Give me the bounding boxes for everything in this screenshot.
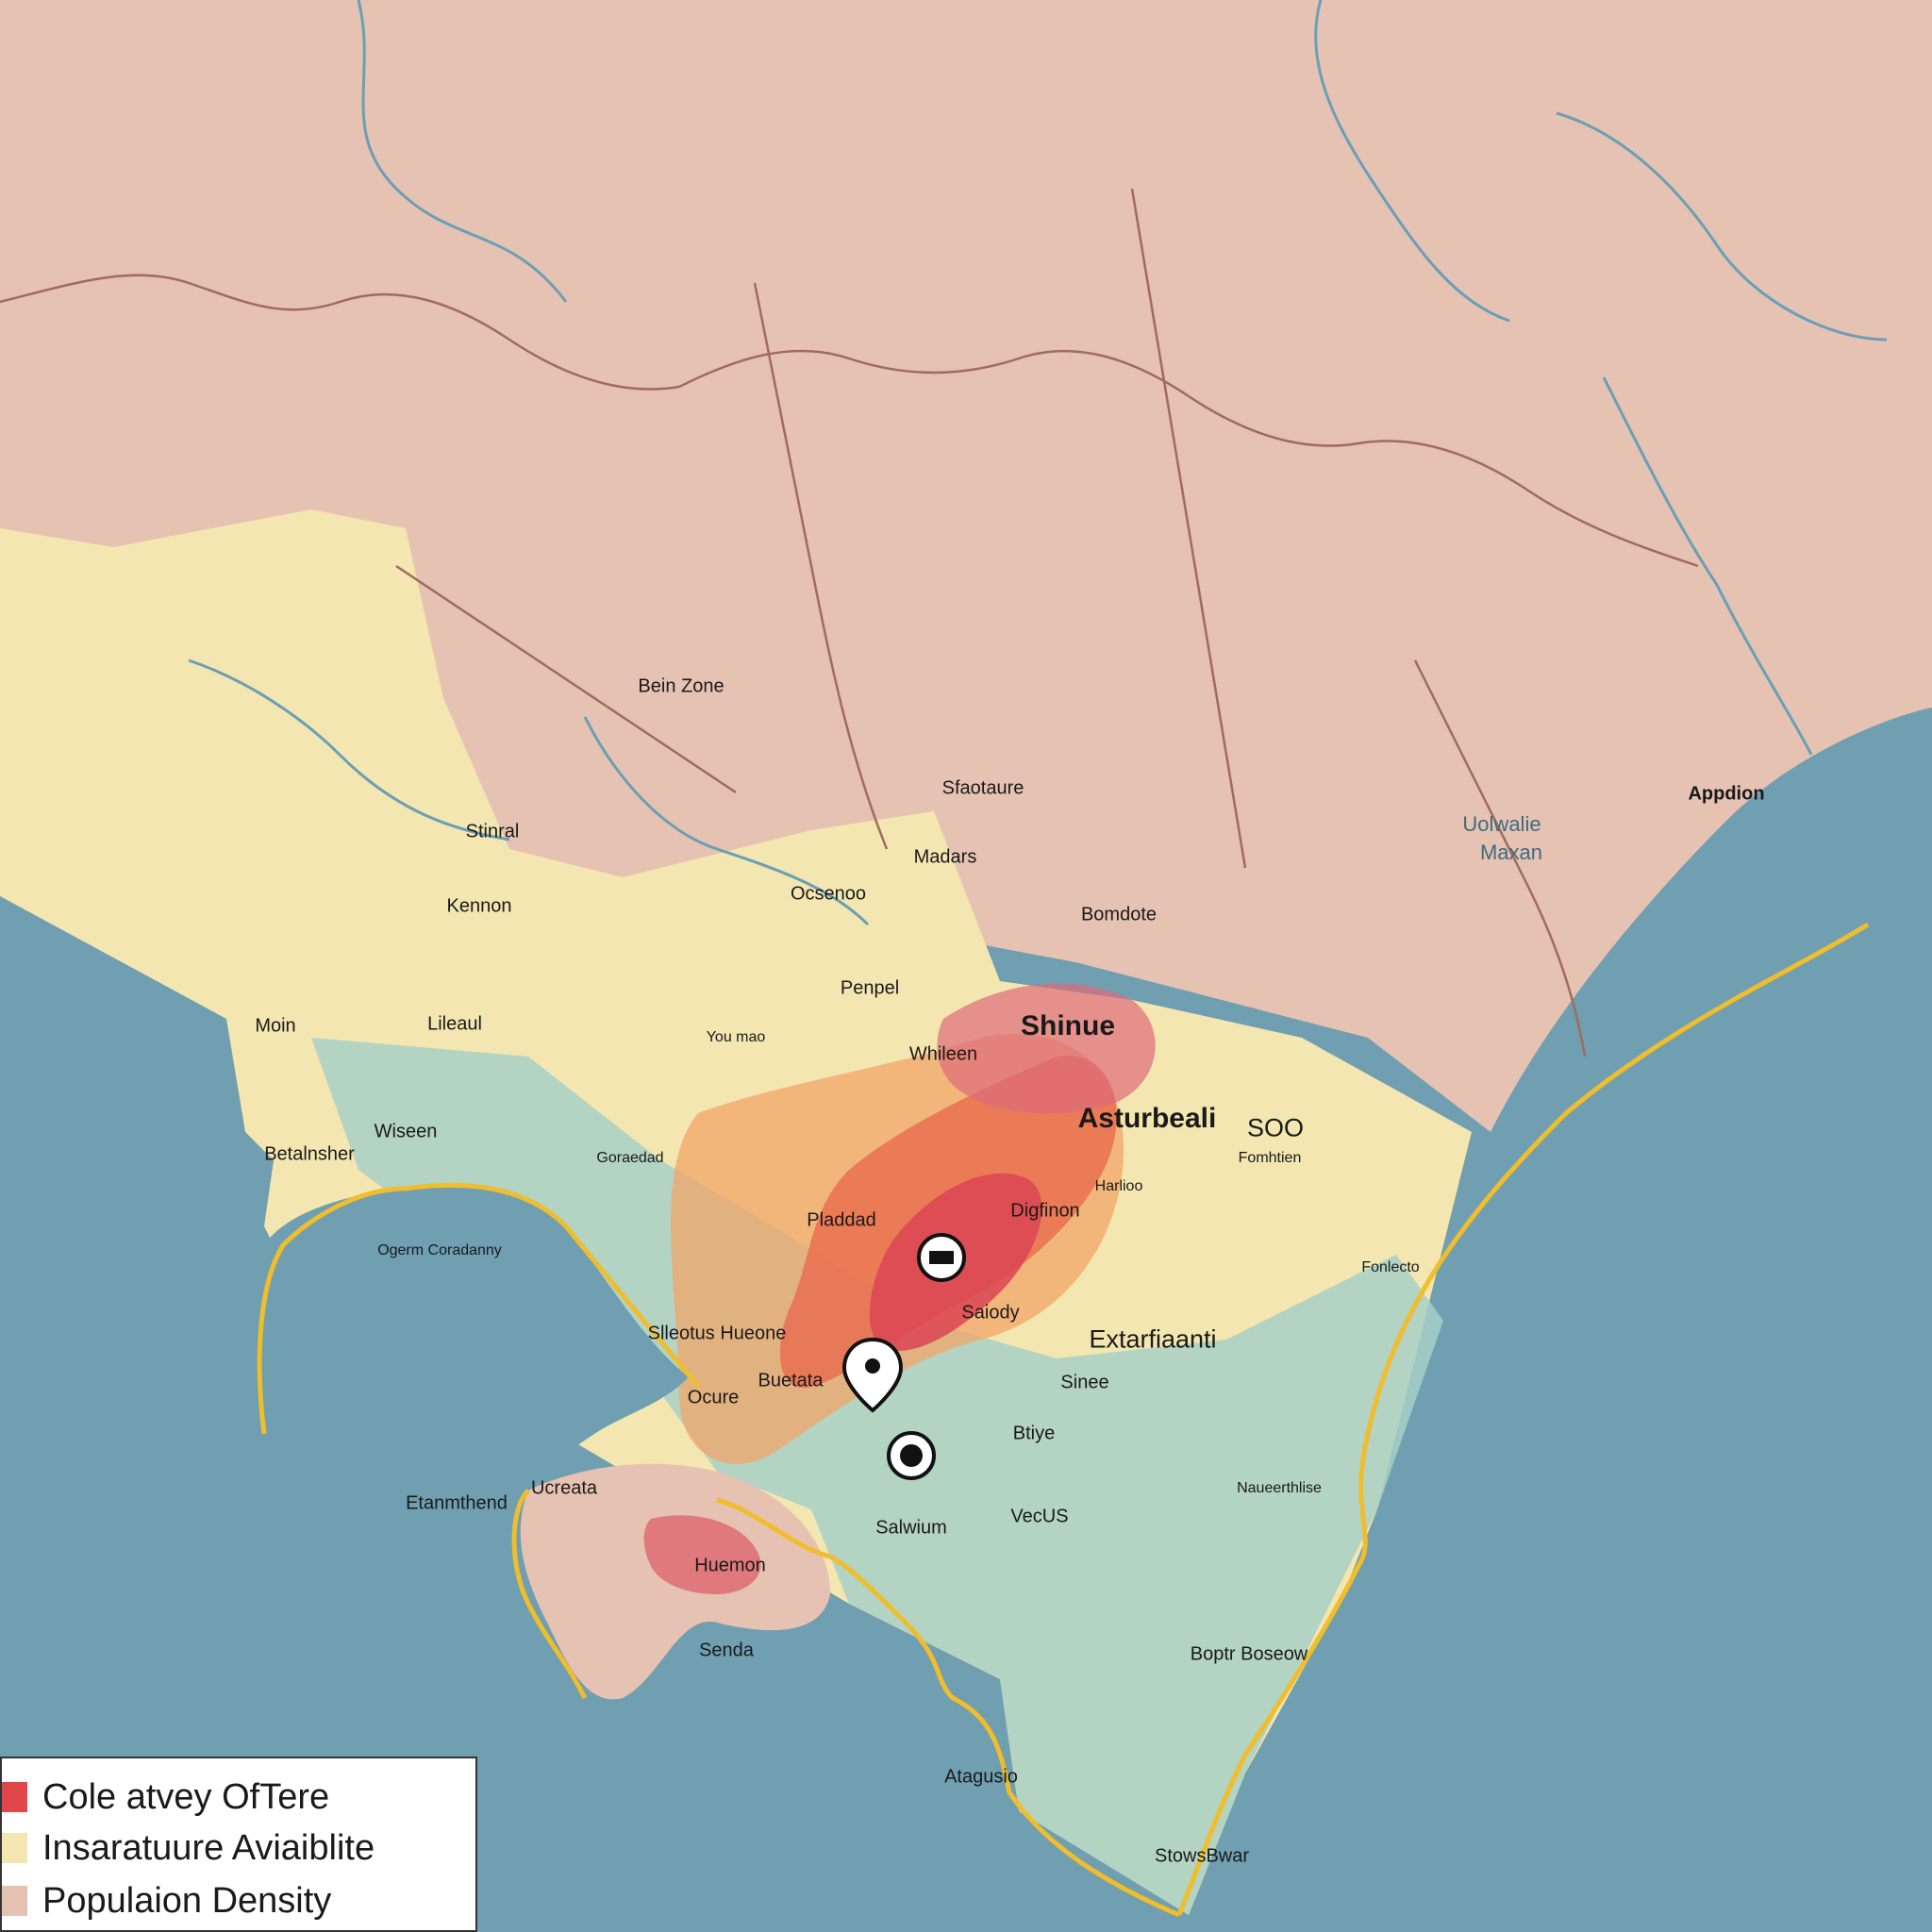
place-label-lileaul: Lileaul <box>427 1013 482 1035</box>
place-label-wiseen: Wiseen <box>374 1121 438 1142</box>
attraction-icon[interactable] <box>887 1431 936 1480</box>
place-label-vecus: VecUS <box>1010 1506 1069 1527</box>
heat-layer-southwest <box>643 1515 761 1594</box>
place-label-extarfiaanti: Extarfiaanti <box>1089 1324 1217 1354</box>
place-label-you-mao: You mao <box>706 1029 766 1045</box>
place-label-bomdote: Bomdote <box>1080 904 1158 925</box>
place-label-ocsenoo: Ocsenoo <box>790 883 867 905</box>
place-label-atagusio: Atagusio <box>944 1766 1018 1788</box>
place-label-salwium: Salwium <box>875 1517 947 1539</box>
place-label-bein-zone: Bein Zone <box>638 675 724 697</box>
map-legend: Cole atvey OfTere Insaratuure Aviaiblite… <box>0 1757 477 1932</box>
legend-item-coverage: Cole atvey OfTere <box>2 1774 329 1821</box>
place-label-stows-bwar: StowsBwar <box>1154 1845 1250 1867</box>
map-pin-icon[interactable] <box>841 1337 904 1413</box>
region-borders <box>0 188 1699 1058</box>
place-label-fomhtien: Fomhtien <box>1238 1150 1302 1166</box>
place-label-betalnsher: Betalnsher <box>264 1143 355 1165</box>
place-label-huemon: Huemon <box>694 1555 766 1576</box>
place-label-ogerm-coradanny: Ogerm Coradanny <box>377 1242 502 1258</box>
place-label-uolwalie: Uolwalie <box>1462 812 1541 836</box>
coastline-boundary <box>257 922 1870 1918</box>
place-label-slleotus-hueone: Slleotus Hueone <box>647 1323 787 1344</box>
low-density-region <box>311 1038 1443 1915</box>
place-label-boptr-boseow: Boptr Boseow <box>1190 1643 1308 1665</box>
legend-swatch-population <box>2 1886 27 1916</box>
place-label-asturbeali: Asturbeali <box>1077 1103 1217 1134</box>
place-label-digfinon: Digfinon <box>1010 1200 1080 1222</box>
place-label-ucreata: Ucreata <box>530 1477 598 1499</box>
place-label-soo: SOO <box>1246 1113 1305 1142</box>
place-label-naueerthlise: Naueerthlise <box>1237 1480 1322 1496</box>
place-label-goraedad: Goraedad <box>596 1150 664 1166</box>
place-label-shinue: Shinue <box>1020 1010 1116 1041</box>
legend-label-population: Populaion Density <box>42 1880 332 1921</box>
place-label-penpel: Penpel <box>840 977 900 999</box>
place-label-buetata: Buetata <box>758 1370 824 1391</box>
rivers <box>188 0 1888 926</box>
place-label-harlioo: Harlioo <box>1094 1178 1143 1194</box>
legend-item-population: Populaion Density <box>2 1877 331 1924</box>
place-label-saiody: Saiody <box>961 1302 1020 1324</box>
place-label-etanmthend: Etanmthend <box>406 1492 508 1514</box>
legend-label-infrastructure: Insaratuure Aviaiblite <box>42 1827 375 1868</box>
legend-swatch-coverage <box>2 1782 27 1812</box>
bridge-icon[interactable] <box>917 1233 966 1282</box>
place-label-fonlecto: Fonlecto <box>1361 1259 1420 1275</box>
place-label-stinral: Stinral <box>465 821 520 842</box>
bay <box>260 1185 689 1518</box>
place-label-whileen: Whileen <box>908 1043 978 1065</box>
place-label-senda: Senda <box>699 1640 754 1661</box>
place-label-sinee: Sinee <box>1060 1372 1109 1393</box>
place-label-pladdad: Pladdad <box>807 1209 876 1231</box>
legend-label-coverage: Cole atvey OfTere <box>42 1776 330 1817</box>
heat-layer-north <box>937 983 1156 1114</box>
place-label-ocure: Ocure <box>687 1387 740 1408</box>
place-label-maxan: Maxan <box>1479 841 1543 864</box>
place-label-sfaotaure: Sfaotaure <box>941 777 1024 799</box>
legend-swatch-infrastructure <box>2 1833 27 1863</box>
place-label-appdion: Appdion <box>1688 783 1765 805</box>
place-label-moin: Moin <box>255 1015 296 1037</box>
place-label-kennon: Kennon <box>446 895 512 917</box>
place-label-madars: Madars <box>913 846 977 868</box>
place-label-btiye: Btiye <box>1012 1423 1056 1444</box>
legend-item-infrastructure: Insaratuure Aviaiblite <box>2 1824 375 1872</box>
location-markers[interactable] <box>841 1233 966 1480</box>
